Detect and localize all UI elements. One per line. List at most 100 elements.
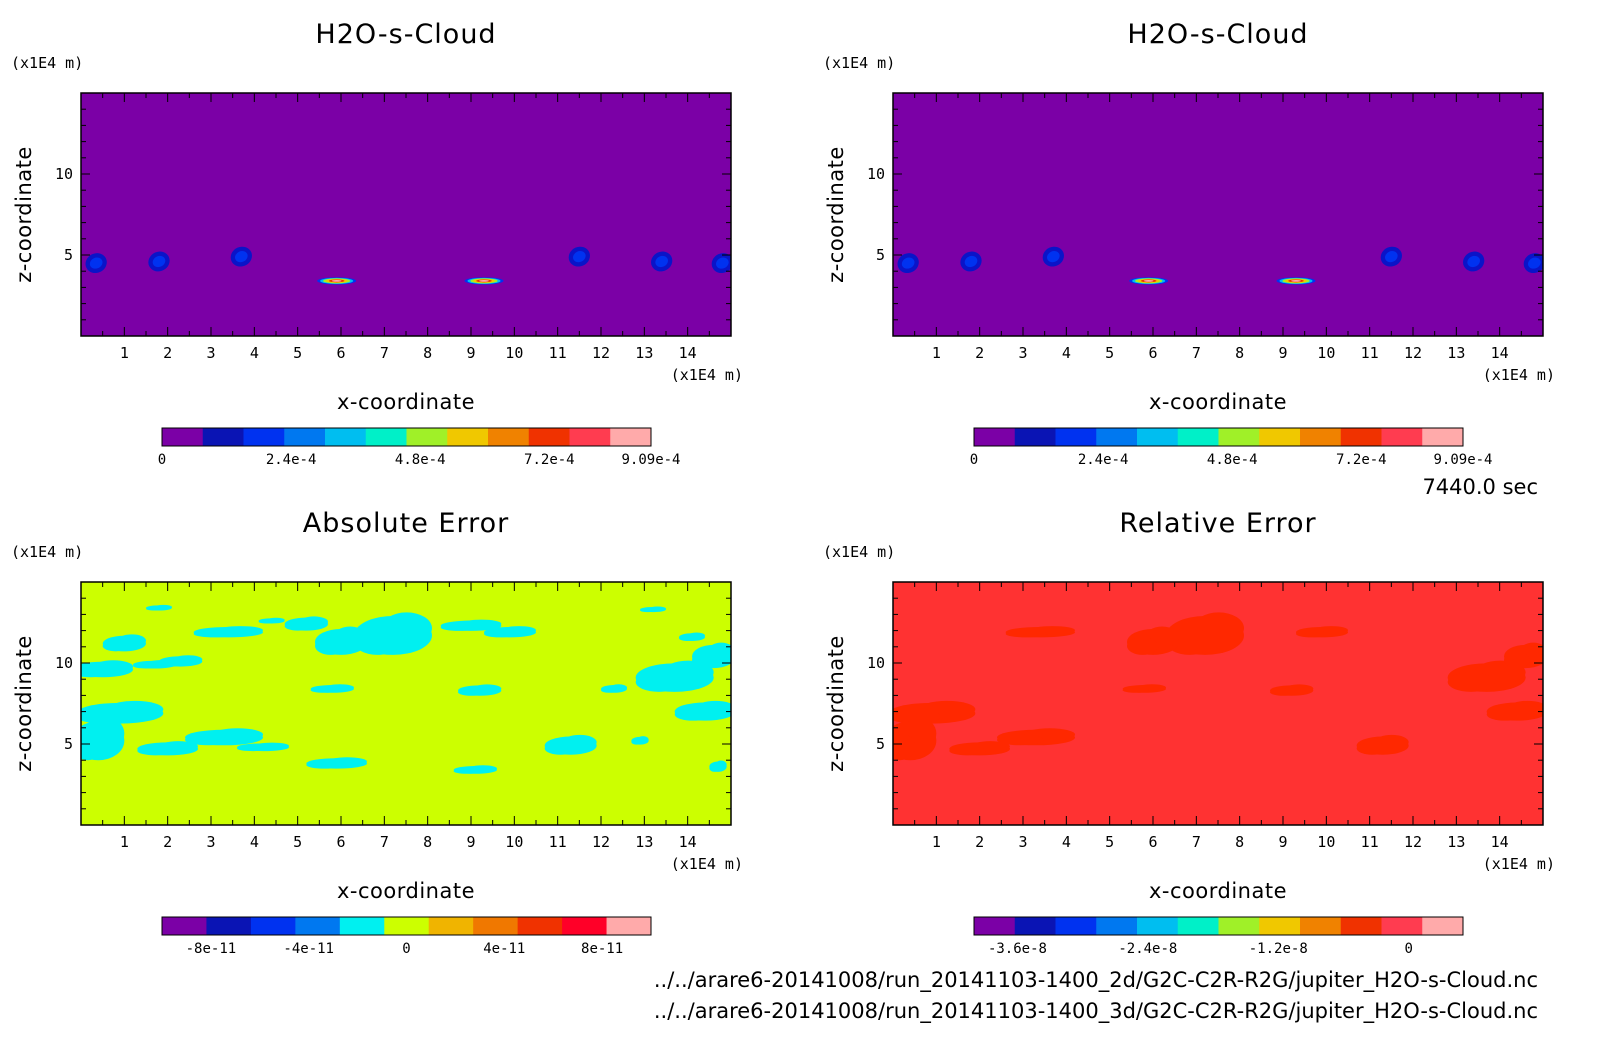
colorbar-segment <box>1259 917 1301 935</box>
colorbar-tick-label: 0 <box>970 452 978 468</box>
error-patch-lobe <box>310 687 337 693</box>
x-tick-label: 10 <box>1317 833 1335 851</box>
colorbar-segment <box>243 428 285 446</box>
error-patch-lobe <box>635 672 683 692</box>
error-patch-lobe <box>146 606 162 611</box>
cloud-blob-layer <box>1143 280 1154 282</box>
error-patch-lobe <box>692 652 718 669</box>
error-patch-lobe <box>544 742 576 755</box>
plot-area <box>81 93 731 336</box>
colorbar: -3.6e-8 -2.4e-8 -1.2e-8 0 <box>973 916 1464 957</box>
x-unit-label: (x1E4 m) <box>1483 855 1555 873</box>
x-tick-label: 10 <box>505 344 523 362</box>
x-unit-label: (x1E4 m) <box>671 366 743 384</box>
colorbar-segment <box>325 428 367 446</box>
cloud-blob-core <box>235 251 248 263</box>
error-patch-lobe <box>709 764 720 772</box>
colorbar-tick-label: 4.8e-4 <box>1207 452 1258 468</box>
y-unit-label: (x1E4 m) <box>11 543 83 561</box>
x-unit-label: (x1E4 m) <box>671 855 743 873</box>
x-tick-label: 4 <box>250 833 259 851</box>
colorbar-segment <box>406 428 448 446</box>
x-tick-label: 8 <box>1235 833 1244 851</box>
error-patch-lobe <box>484 630 516 638</box>
x-tick-label: 12 <box>592 344 610 362</box>
chart-panel-4: Relative Error(x1E4 m)1 2 3 4 5 6 7 8 9 10 11 12 13 1… <box>823 508 1555 957</box>
error-patch-lobe <box>193 630 236 638</box>
x-tick-label: 9 <box>1278 833 1287 851</box>
x-unit-label: (x1E4 m) <box>1483 366 1555 384</box>
y-tick-label: 10 <box>55 165 73 183</box>
x-tick-label: 14 <box>1491 344 1509 362</box>
cloud-blob-core <box>152 255 166 268</box>
colorbar-segment <box>1177 917 1219 935</box>
x-tick-label: 12 <box>1404 833 1422 851</box>
colorbar-tick-label: 4.8e-4 <box>395 452 446 468</box>
error-patch-lobe <box>949 746 986 756</box>
x-tick-label: 1 <box>932 344 941 362</box>
x-tick-label: 1 <box>932 833 941 851</box>
x-tick-label: 8 <box>423 344 432 362</box>
chart-title: Absolute Error <box>303 508 509 539</box>
error-patch-lobe <box>81 666 109 678</box>
x-tick-label: 11 <box>1361 344 1379 362</box>
error-patch-lobe <box>1504 652 1530 669</box>
colorbar-frame <box>161 916 652 936</box>
cloud-blob-core <box>964 255 978 268</box>
colorbar-segment <box>528 428 570 446</box>
x-tick-label: 3 <box>206 833 215 851</box>
error-patch-lobe <box>1270 688 1296 696</box>
x-axis-label: x-coordinate <box>1149 390 1287 414</box>
x-tick-label: 5 <box>293 344 302 362</box>
colorbar-segment <box>488 428 530 446</box>
x-tick-label: 12 <box>1404 344 1422 362</box>
x-tick-label: 2 <box>975 344 984 362</box>
colorbar-segment <box>162 428 204 446</box>
colorbar-segment <box>517 917 563 935</box>
colorbar-segment <box>447 428 489 446</box>
colorbar-segment <box>250 917 296 935</box>
x-tick-label: 6 <box>1148 833 1157 851</box>
colorbar-segment <box>339 917 385 935</box>
error-patch-lobe <box>258 619 275 624</box>
colorbar-segment <box>1340 428 1382 446</box>
y-tick-label: 10 <box>867 165 885 183</box>
error-patch-lobe <box>315 637 347 655</box>
cloud-blob-layer <box>1291 280 1301 282</box>
x-tick-label: 6 <box>336 344 345 362</box>
x-axis-label: x-coordinate <box>337 390 475 414</box>
chart-title: H2O-s-Cloud <box>315 19 496 50</box>
error-patch-lobe <box>453 768 480 774</box>
colorbar-tick-label: 9.09e-4 <box>1433 452 1492 468</box>
colorbar-tick-label: 0 <box>1404 941 1412 957</box>
error-patch-lobe <box>1447 672 1495 692</box>
x-tick-label: 5 <box>1105 344 1114 362</box>
y-axis-label: z-coordinate <box>12 146 36 283</box>
y-tick-label: 5 <box>876 735 885 753</box>
cloud-blob-core <box>1528 257 1541 269</box>
error-patch-lobe <box>1296 630 1328 638</box>
error-patch-lobe <box>137 746 174 756</box>
x-tick-label: 14 <box>679 833 697 851</box>
x-tick-label: 4 <box>1062 344 1071 362</box>
colorbar-segment <box>1300 428 1342 446</box>
y-unit-label: (x1E4 m) <box>11 54 83 72</box>
cloud-blob-layer <box>331 280 342 282</box>
error-patch-lobe <box>458 688 484 696</box>
y-axis-label: z-coordinate <box>824 635 848 772</box>
cloud-blob-core <box>1467 255 1480 268</box>
colorbar-tick-label: 2.4e-4 <box>266 452 317 468</box>
error-patch-lobe <box>997 734 1044 746</box>
x-tick-label: 11 <box>549 833 567 851</box>
colorbar-segment <box>1218 917 1260 935</box>
error-patch-lobe <box>679 635 695 641</box>
colorbar-tick-label: 2.4e-4 <box>1078 452 1129 468</box>
colorbar-segment <box>284 428 326 446</box>
error-patch-lobe <box>893 733 916 761</box>
x-tick-label: 11 <box>549 344 567 362</box>
file-path-3d: ../../arare6-20141008/run_20141103-1400_… <box>654 999 1538 1024</box>
y-tick-label: 5 <box>64 246 73 264</box>
chart-title: Relative Error <box>1119 508 1316 539</box>
chart-panel-3: Absolute Error(x1E4 m)1 2 3 4 5 6 7 8 9 10 11 12 13 1… <box>11 508 743 957</box>
